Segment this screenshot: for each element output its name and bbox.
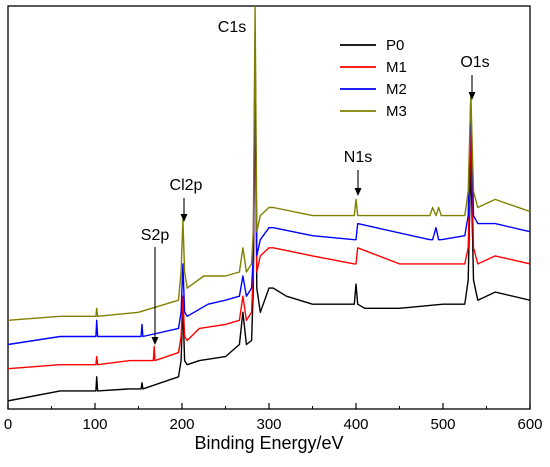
annotation-s2p: S2p — [141, 227, 170, 244]
annotation-o1s: O1s — [460, 54, 489, 71]
x-axis-title: Binding Energy/eV — [194, 433, 343, 453]
series-layer — [8, 6, 530, 402]
x-tick-label: 300 — [256, 416, 281, 433]
annotation-arrow-head — [180, 214, 188, 222]
annotation-layer: C1s O1s N1s Cl2p S2p — [141, 19, 490, 345]
x-axis: 0 100 200 300 400 500 600 — [4, 403, 543, 433]
x-tick-label: 200 — [169, 416, 194, 433]
legend-label-p0: P0 — [386, 37, 404, 54]
series-line-m2 — [8, 37, 530, 346]
series-line-m1 — [8, 53, 530, 370]
series-line-m3 — [8, 6, 530, 321]
series-line-p0 — [8, 69, 530, 402]
x-tick-label: 400 — [343, 416, 368, 433]
legend: P0 M1 M2 M3 — [340, 37, 407, 120]
x-tick-label: 600 — [517, 416, 542, 433]
legend-label-m1: M1 — [386, 59, 407, 76]
x-tick-label: 100 — [82, 416, 107, 433]
x-tick-label: 0 — [4, 416, 12, 433]
x-tick-label: 500 — [430, 416, 455, 433]
annotation-arrow-head — [354, 188, 362, 196]
legend-label-m3: M3 — [386, 103, 407, 120]
plot-area: C1s O1s N1s Cl2p S2p 0 100 200 300 400 500 600 — [4, 5, 543, 433]
legend-label-m2: M2 — [386, 81, 407, 98]
annotation-arrow-head — [468, 92, 476, 100]
annotation-arrow-head — [151, 337, 159, 345]
annotation-n1s: N1s — [344, 149, 372, 166]
annotation-c1s: C1s — [218, 19, 246, 36]
annotation-cl2p: Cl2p — [170, 177, 203, 194]
